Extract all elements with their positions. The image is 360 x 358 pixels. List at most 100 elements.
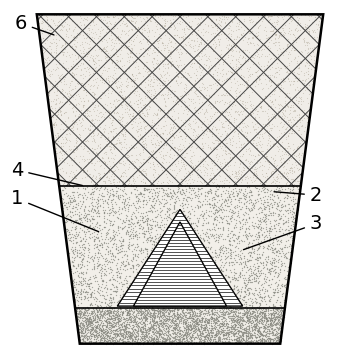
- Point: [78, 288, 84, 294]
- Point: [47, 112, 53, 117]
- Point: [107, 144, 112, 149]
- Point: [151, 318, 157, 324]
- Point: [126, 335, 132, 341]
- Point: [170, 16, 176, 21]
- Point: [178, 332, 184, 338]
- Point: [128, 202, 134, 208]
- Point: [222, 335, 228, 341]
- Point: [100, 326, 105, 332]
- Point: [210, 311, 215, 317]
- Point: [277, 101, 283, 107]
- Point: [120, 335, 125, 340]
- Point: [225, 274, 231, 280]
- Point: [269, 226, 275, 232]
- Point: [85, 281, 90, 287]
- Point: [101, 159, 107, 164]
- Point: [185, 323, 191, 329]
- Point: [82, 314, 87, 320]
- Point: [258, 105, 264, 111]
- Point: [114, 315, 120, 321]
- Point: [182, 312, 188, 318]
- Point: [106, 307, 112, 313]
- Point: [125, 18, 130, 23]
- Point: [242, 260, 248, 265]
- Point: [245, 250, 251, 256]
- Point: [225, 231, 231, 237]
- Point: [108, 141, 113, 147]
- Point: [53, 141, 58, 147]
- Point: [150, 329, 156, 335]
- Point: [268, 311, 274, 316]
- Point: [124, 334, 130, 340]
- Point: [287, 250, 293, 255]
- Point: [249, 332, 255, 338]
- Point: [78, 294, 84, 300]
- Point: [104, 161, 110, 166]
- Point: [122, 136, 128, 142]
- Point: [105, 155, 111, 161]
- Point: [269, 317, 275, 323]
- Point: [135, 198, 141, 203]
- Point: [242, 222, 247, 227]
- Point: [240, 53, 246, 59]
- Point: [165, 328, 171, 334]
- Point: [241, 165, 247, 170]
- Point: [252, 279, 257, 284]
- Point: [179, 19, 185, 25]
- Point: [214, 28, 220, 33]
- Point: [221, 331, 226, 337]
- Point: [158, 289, 164, 295]
- Point: [166, 135, 172, 141]
- Point: [194, 321, 199, 326]
- Point: [206, 258, 212, 264]
- Point: [198, 125, 204, 130]
- Point: [100, 328, 105, 334]
- Point: [219, 309, 224, 315]
- Point: [64, 82, 69, 87]
- Point: [178, 74, 184, 79]
- Point: [269, 332, 275, 338]
- Point: [301, 90, 306, 96]
- Point: [260, 72, 266, 78]
- Point: [234, 306, 239, 311]
- Point: [93, 234, 99, 240]
- Point: [103, 17, 108, 23]
- Point: [119, 226, 125, 232]
- Point: [225, 25, 231, 31]
- Point: [249, 335, 255, 340]
- Point: [261, 328, 267, 334]
- Point: [162, 307, 168, 313]
- Point: [133, 156, 139, 162]
- Point: [126, 177, 132, 183]
- Point: [202, 334, 208, 339]
- Point: [272, 70, 278, 76]
- Point: [80, 61, 86, 67]
- Point: [90, 199, 95, 205]
- Point: [299, 122, 305, 128]
- Point: [103, 323, 109, 329]
- Point: [178, 262, 184, 267]
- Point: [190, 129, 196, 135]
- Point: [97, 95, 103, 101]
- Point: [177, 339, 183, 345]
- Point: [291, 78, 296, 84]
- Point: [167, 335, 173, 341]
- Point: [115, 35, 121, 40]
- Point: [82, 65, 88, 71]
- Point: [171, 124, 176, 130]
- Point: [182, 31, 188, 37]
- Point: [92, 102, 98, 108]
- Point: [213, 18, 219, 23]
- Point: [158, 320, 164, 326]
- Point: [266, 17, 272, 23]
- Point: [86, 318, 92, 323]
- Point: [75, 316, 80, 321]
- Point: [266, 116, 271, 122]
- Point: [258, 309, 264, 315]
- Point: [149, 307, 155, 313]
- Point: [94, 185, 100, 190]
- Point: [59, 64, 64, 70]
- Point: [114, 333, 120, 339]
- Point: [95, 234, 101, 240]
- Point: [241, 238, 247, 244]
